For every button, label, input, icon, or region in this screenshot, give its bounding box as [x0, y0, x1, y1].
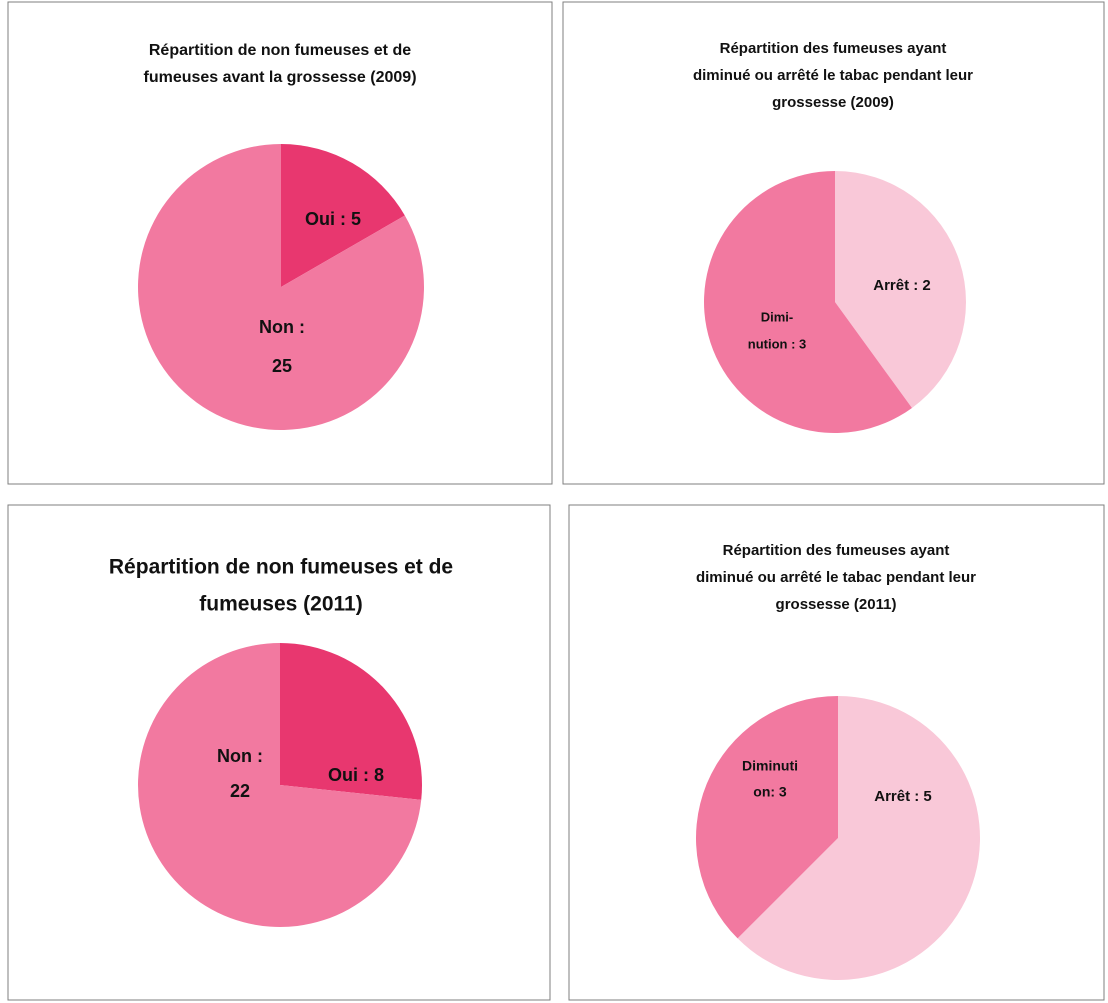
- data-label: Arrêt : 5: [874, 788, 932, 805]
- data-label: Oui : 8: [328, 765, 384, 785]
- data-label: on: 3: [753, 784, 787, 800]
- chart-title: fumeuses avant la grossesse (2009): [143, 69, 416, 86]
- chart-title: Répartition des fumeuses ayant: [723, 542, 950, 559]
- chart-title: diminué ou arrêté le tabac pendant leur: [693, 67, 973, 84]
- pie-slice: [138, 144, 424, 431]
- data-label: Non :: [259, 317, 305, 337]
- data-label: 25: [272, 356, 292, 376]
- chart-title: fumeuses (2011): [199, 593, 362, 616]
- pie-slice: [137, 643, 422, 927]
- chart-title: grossesse (2009): [772, 94, 894, 111]
- chart-title: grossesse (2011): [776, 596, 897, 613]
- data-label: Oui : 5: [305, 209, 361, 229]
- chart-title: diminué ou arrêté le tabac pendant leur: [696, 569, 976, 586]
- data-label: Arrêt : 2: [873, 277, 931, 294]
- chart-title: Répartition de non fumeuses et de: [149, 42, 411, 59]
- pie-slice: [280, 643, 422, 800]
- pie-slice: [703, 170, 912, 433]
- data-label: Dimi-: [761, 309, 794, 324]
- data-label: Non :: [217, 746, 263, 766]
- data-label: nution : 3: [748, 336, 807, 351]
- pie-slice: [281, 144, 405, 287]
- pie-slice: [835, 171, 966, 408]
- pie-slice: [696, 696, 838, 939]
- data-label: 22: [230, 781, 250, 801]
- pie-slice: [737, 696, 980, 980]
- chart-title: Répartition des fumeuses ayant: [720, 40, 947, 57]
- data-label: Diminuti: [742, 758, 798, 774]
- chart-title: Répartition de non fumeuses et de: [109, 556, 453, 579]
